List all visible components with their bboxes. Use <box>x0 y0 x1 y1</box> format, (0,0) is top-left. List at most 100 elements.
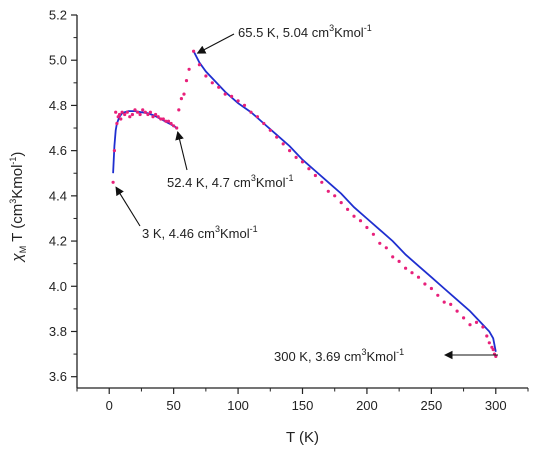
data-point <box>146 112 150 117</box>
data-point <box>436 293 440 297</box>
y-tick-label: 5.2 <box>49 8 67 23</box>
data-point <box>123 112 127 117</box>
y-tick-label: 4.6 <box>49 143 67 158</box>
annotations: 65.5 K, 5.04 cm3Kmol-1 52.4 K, 4.7 cm3Kmo… <box>115 23 498 364</box>
x-tick-label: 150 <box>292 398 314 413</box>
y-tick-label: 3.6 <box>49 369 67 384</box>
data-point <box>184 79 189 83</box>
fit-line <box>112 110 178 174</box>
data-point <box>172 124 176 128</box>
x-tick-label: 0 <box>106 398 113 413</box>
data-point <box>491 348 495 352</box>
data-point <box>119 117 123 121</box>
data-point <box>281 142 285 146</box>
data-point <box>182 92 186 96</box>
data-point <box>429 286 433 291</box>
data-point <box>307 167 311 171</box>
data-point <box>161 117 165 121</box>
data-point <box>166 119 171 123</box>
data-point <box>404 266 408 270</box>
data-point <box>397 259 401 263</box>
y-tick-label: 5.0 <box>49 53 67 68</box>
data-point <box>136 110 140 114</box>
data-point <box>474 320 479 324</box>
x-tick-label: 200 <box>356 398 378 413</box>
data-point <box>197 63 201 67</box>
annotation-label: 300 K, 3.69 cm3Kmol-1 <box>274 347 404 364</box>
data-point <box>288 149 292 153</box>
data-point <box>141 108 145 112</box>
data-point <box>391 255 395 259</box>
x-tick-label: 300 <box>485 398 507 413</box>
data-point <box>177 108 181 112</box>
data-point <box>275 135 279 139</box>
data-point <box>481 325 485 329</box>
data-point <box>111 180 115 184</box>
data-point <box>114 110 118 114</box>
data-points <box>111 49 498 358</box>
data-point <box>423 282 427 286</box>
annotation-arrow <box>196 33 235 54</box>
y-tick-label: 4.0 <box>49 279 67 294</box>
data-point <box>255 115 259 119</box>
y-tick-label: 4.8 <box>49 98 67 113</box>
data-point <box>169 121 173 126</box>
data-point <box>156 115 160 119</box>
x-tick-label: 50 <box>166 398 180 413</box>
data-point <box>242 103 247 107</box>
y-tick-label: 4.2 <box>49 234 67 249</box>
annotation-arrow <box>115 186 141 227</box>
y-tick-label: 3.8 <box>49 324 67 339</box>
data-point <box>115 121 119 126</box>
data-point <box>120 110 124 114</box>
data-point <box>128 115 132 119</box>
data-point <box>151 115 155 119</box>
data-point <box>294 155 298 159</box>
data-point <box>326 189 330 193</box>
data-point <box>333 194 337 198</box>
data-point <box>455 309 459 313</box>
data-point <box>217 85 221 89</box>
data-point <box>487 341 491 345</box>
data-point <box>462 316 466 320</box>
annotation-label: 52.4 K, 4.7 cm3Kmol-1 <box>167 173 293 190</box>
data-point <box>112 149 116 153</box>
data-point <box>249 110 253 114</box>
annotation-label: 3 K, 4.46 cm3Kmol-1 <box>142 224 258 241</box>
data-point <box>346 207 350 211</box>
data-point <box>154 112 158 117</box>
data-point <box>204 74 208 78</box>
x-axis-title: T (K) <box>286 429 319 446</box>
data-point <box>187 67 191 71</box>
ticks: 0 50 100 150 200 250 300 3.6 3.8 4.0 4.2 4.4 4.6 4.8 5… <box>49 8 529 413</box>
data-point <box>339 201 343 205</box>
data-point <box>468 323 472 327</box>
data-point <box>236 99 240 103</box>
data-point <box>320 180 324 184</box>
axes <box>76 15 528 389</box>
data-point <box>125 110 129 114</box>
fit-lines <box>112 50 497 352</box>
data-point <box>449 302 453 306</box>
data-point <box>442 300 446 304</box>
x-tick-label: 100 <box>227 398 249 413</box>
annotation-label: 65.5 K, 5.04 cm3Kmol-1 <box>238 23 372 40</box>
data-point <box>268 128 272 132</box>
data-point <box>300 160 305 164</box>
data-point <box>313 173 317 178</box>
data-point <box>485 334 489 338</box>
data-point <box>130 112 134 117</box>
data-point <box>378 241 382 245</box>
data-point <box>223 92 227 96</box>
annotation-arrow <box>175 130 188 171</box>
data-point <box>365 225 369 230</box>
fit-line <box>192 50 497 352</box>
data-point <box>148 110 152 114</box>
data-point <box>352 214 356 218</box>
data-point <box>138 112 142 117</box>
data-point <box>262 121 266 126</box>
data-point <box>192 49 196 53</box>
data-point <box>410 271 414 275</box>
data-point <box>371 232 375 236</box>
data-point <box>164 119 168 123</box>
